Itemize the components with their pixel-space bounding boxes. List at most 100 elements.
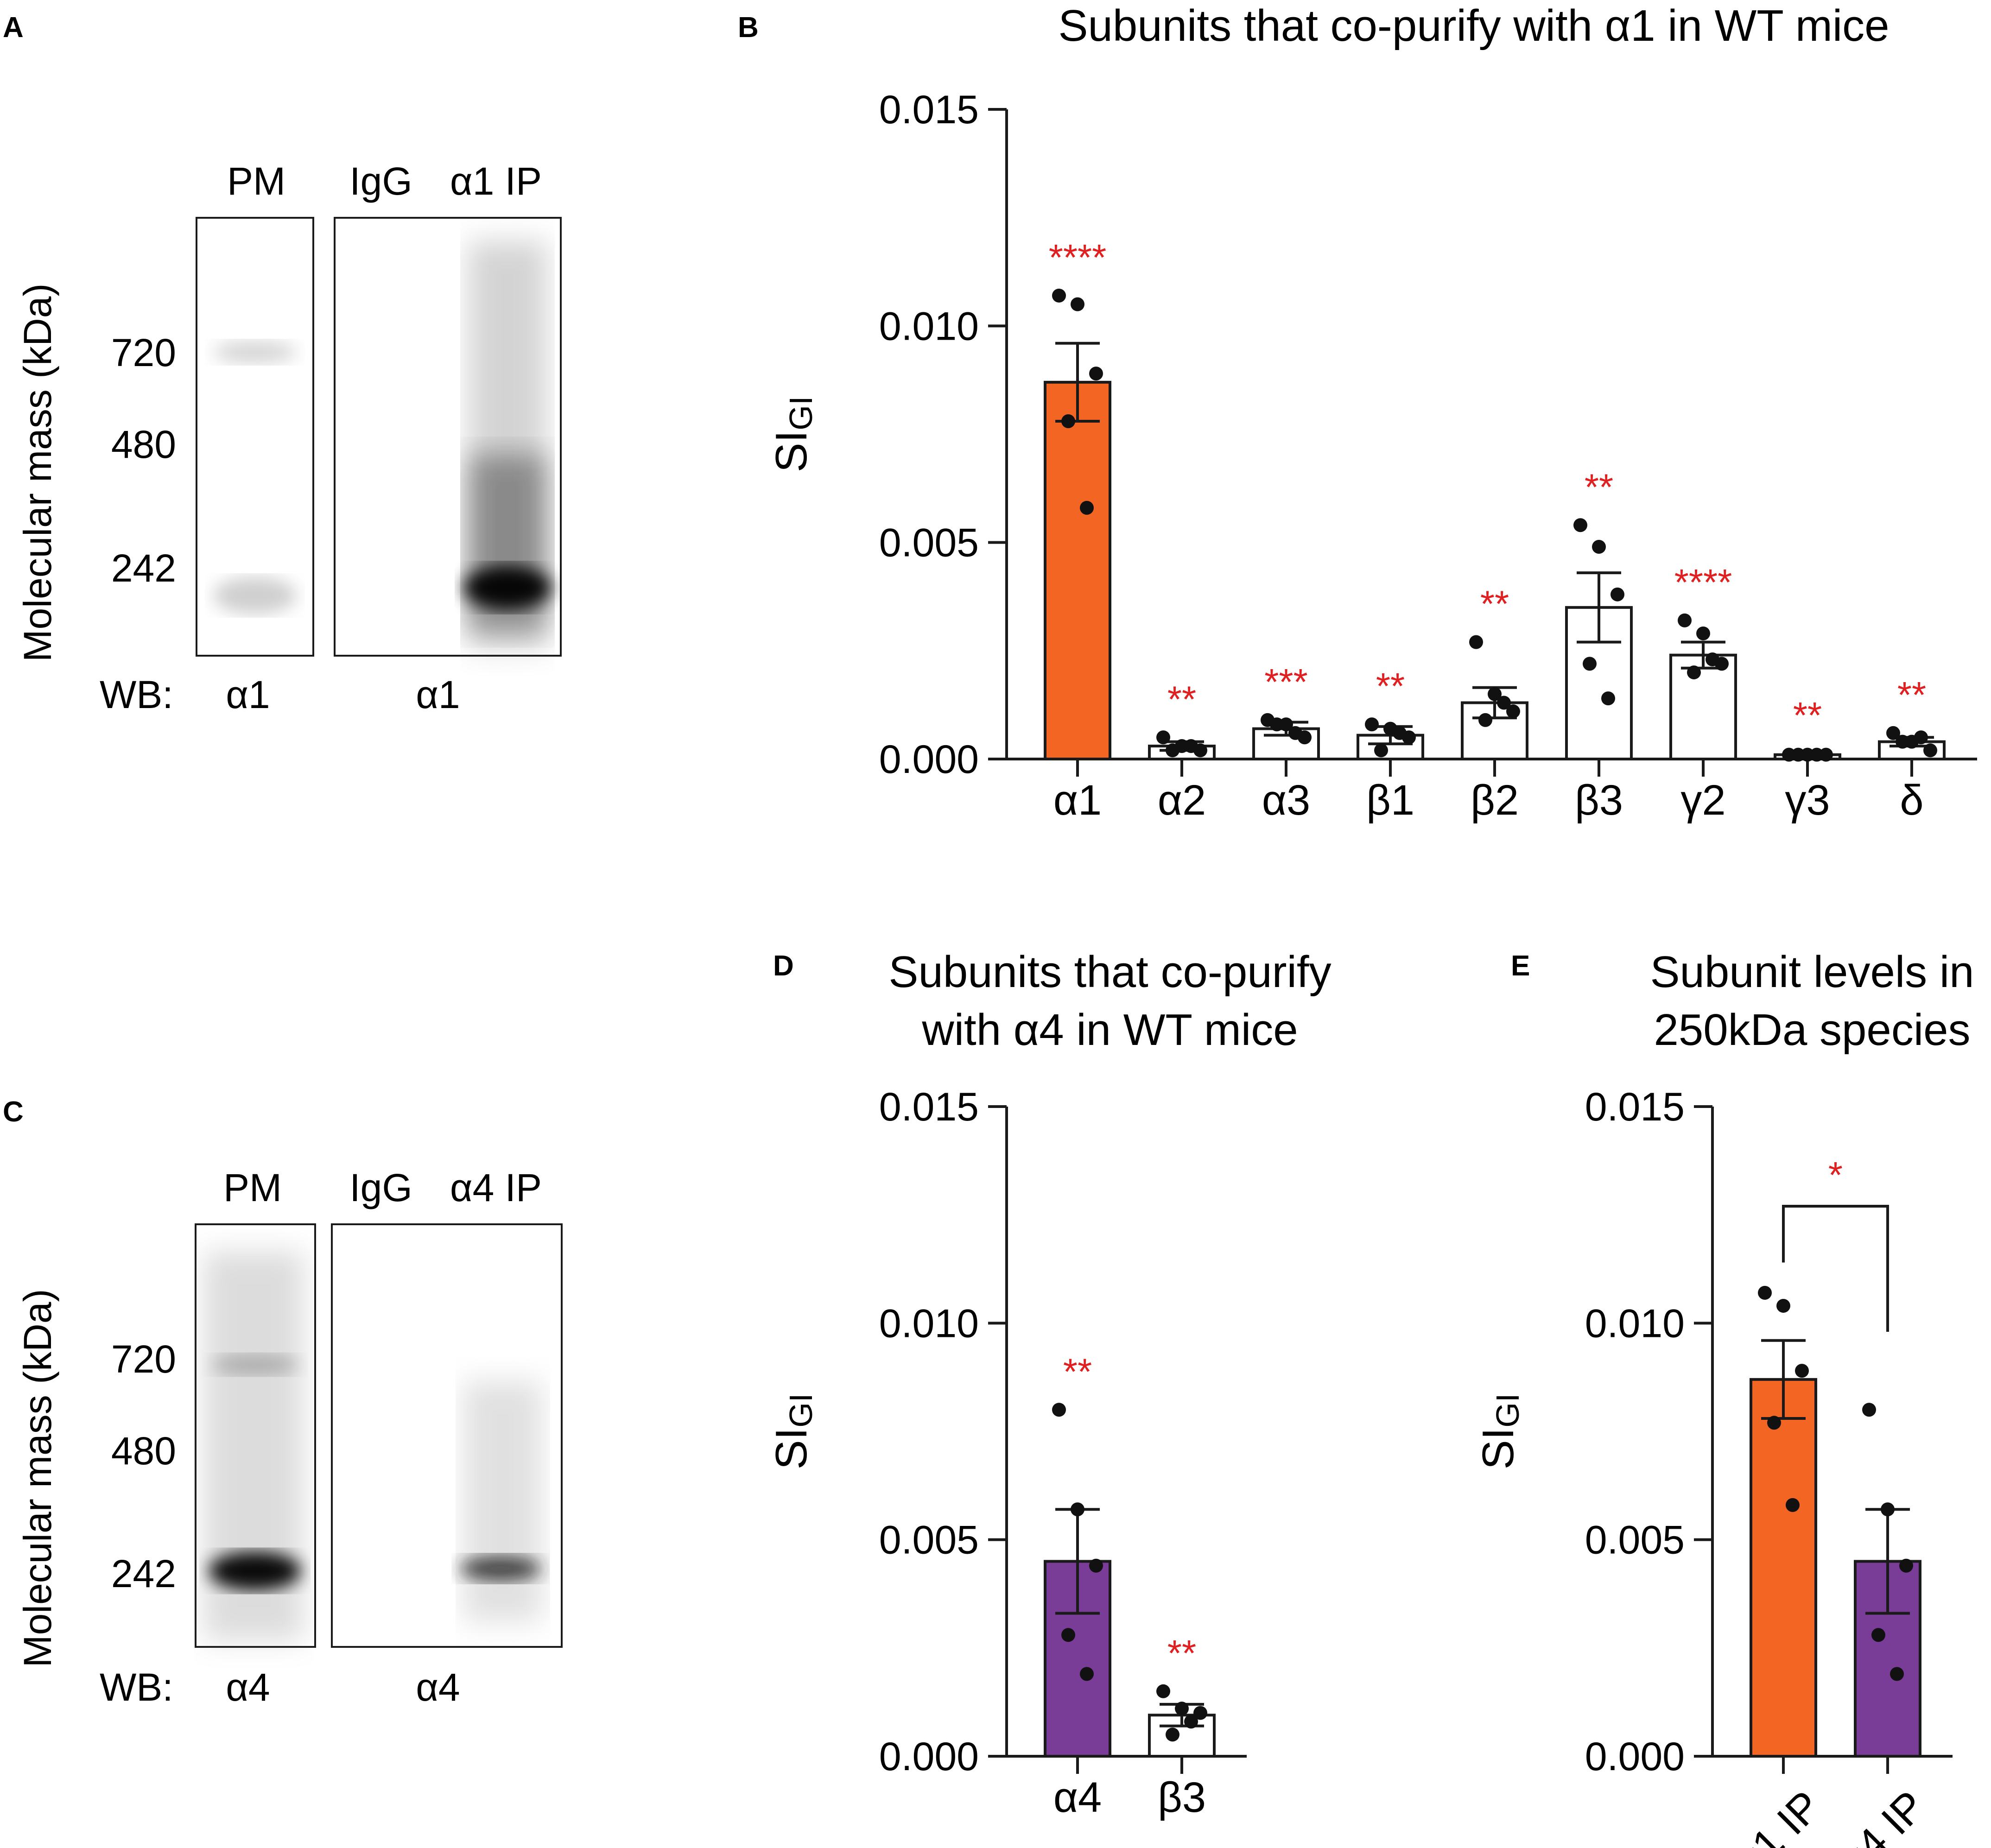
band-720 xyxy=(211,1354,299,1375)
x-tick-label: α3 xyxy=(1262,777,1310,824)
chart-title: Subunits that co-purify with α1 in WT mi… xyxy=(1058,1,1889,51)
significance-label: *** xyxy=(1264,661,1307,702)
x-tick-label: γ3 xyxy=(1785,777,1830,824)
data-point xyxy=(1166,743,1179,758)
data-point xyxy=(1601,691,1615,706)
panel-c: C PM IgG α4 IP Molecular mass (kDa) 720 … xyxy=(3,1096,563,1709)
panel-letter-d: D xyxy=(773,950,794,982)
marker-480: 480 xyxy=(111,1429,176,1473)
band-242 xyxy=(213,577,297,614)
x-tick-label: δ xyxy=(1900,777,1923,824)
data-point xyxy=(1071,297,1084,311)
data-point xyxy=(1052,288,1066,303)
data-point xyxy=(1899,1558,1913,1573)
significance-label: ** xyxy=(1897,674,1926,715)
data-point xyxy=(1061,414,1075,428)
lane-label-igg: IgG xyxy=(349,159,412,203)
panel-letter-c: C xyxy=(3,1096,24,1128)
data-point xyxy=(1497,696,1511,710)
bar xyxy=(1044,380,1111,760)
y-tick-label: 0.010 xyxy=(879,1301,979,1346)
data-point xyxy=(1080,1667,1094,1681)
data-point xyxy=(1896,734,1909,749)
chart-title: Subunits that co-purify xyxy=(888,947,1331,997)
x-tick-label: β1 xyxy=(1366,777,1414,824)
marker-480: 480 xyxy=(111,423,176,466)
data-point xyxy=(1288,726,1302,740)
data-point xyxy=(1758,1285,1772,1300)
data-point xyxy=(1611,587,1624,601)
data-point xyxy=(1469,635,1483,649)
data-point xyxy=(1890,1667,1904,1681)
data-point xyxy=(1071,1502,1084,1517)
lane-label-ip: α4 IP xyxy=(450,1166,542,1209)
panel-letter-b: B xyxy=(738,12,759,44)
panel-a: A PM IgG α1 IP Molecular mass (kDa) 720 … xyxy=(3,12,562,716)
x-tick-label: γ2 xyxy=(1680,777,1725,824)
significance-label: ** xyxy=(1793,695,1822,736)
lane-label-pm: PM xyxy=(227,159,285,203)
band-720 xyxy=(213,341,297,363)
ip-band-242 xyxy=(460,1556,541,1582)
data-point xyxy=(1810,747,1824,762)
data-point xyxy=(1871,1628,1885,1642)
band-242 xyxy=(209,1551,301,1590)
x-tick-label: β3 xyxy=(1575,777,1623,824)
x-tick-label: β3 xyxy=(1158,1774,1206,1821)
y-tick-label: 0.005 xyxy=(879,521,979,565)
marker-720: 720 xyxy=(111,331,176,374)
significance-label: **** xyxy=(1674,562,1732,603)
y-tick-label: 0.010 xyxy=(879,304,979,348)
data-point xyxy=(1923,743,1937,758)
data-point xyxy=(1488,687,1502,701)
comparison-label: * xyxy=(1828,1154,1843,1196)
data-point xyxy=(1156,1684,1170,1698)
data-point xyxy=(1270,717,1284,732)
significance-label: ** xyxy=(1480,583,1509,625)
wb-antibody-pm: α4 xyxy=(226,1665,270,1709)
bar xyxy=(1669,653,1737,761)
lane-label-igg: IgG xyxy=(349,1166,412,1209)
y-tick-label: 0.005 xyxy=(1585,1518,1685,1563)
y-axis-title: Molecular mass (kDa) xyxy=(16,1289,59,1668)
data-point xyxy=(1767,1416,1781,1430)
wb-antibody-ip: α4 xyxy=(416,1665,460,1709)
wb-antibody-pm: α1 xyxy=(226,673,270,716)
data-point xyxy=(1687,665,1701,680)
y-axis-title: SIGI xyxy=(1473,1393,1526,1470)
comparison-bracket xyxy=(1782,1204,1889,1332)
x-tick-label: β2 xyxy=(1471,777,1519,824)
marker-720: 720 xyxy=(111,1337,176,1381)
significance-label: ** xyxy=(1167,1633,1196,1674)
data-point xyxy=(1374,743,1388,758)
ip-band-242 xyxy=(463,565,552,610)
x-tick-label: α2 xyxy=(1158,777,1206,824)
panel-letter-a: A xyxy=(3,12,24,44)
y-tick-label: 0.000 xyxy=(879,1734,979,1779)
data-point xyxy=(1052,1403,1066,1417)
significance-label: **** xyxy=(1049,237,1107,278)
data-point xyxy=(1080,500,1094,515)
data-point xyxy=(1193,1706,1207,1720)
data-point xyxy=(1166,1728,1179,1742)
data-point xyxy=(1776,1298,1790,1313)
data-point xyxy=(1795,1364,1809,1378)
wb-prefix: WB: xyxy=(100,673,173,716)
data-point xyxy=(1706,652,1719,667)
significance-label: ** xyxy=(1585,466,1613,507)
x-tick-label: α1 IP xyxy=(1725,1782,1830,1848)
data-point xyxy=(1175,1702,1189,1716)
data-point xyxy=(1886,726,1900,740)
y-axis-title: SIGI xyxy=(767,396,819,473)
data-point xyxy=(1184,739,1198,753)
y-tick-label: 0.010 xyxy=(1585,1301,1685,1346)
chart-title: 250kDa species xyxy=(1654,1005,1970,1055)
data-point xyxy=(1573,518,1587,532)
y-tick-label: 0.000 xyxy=(1585,1734,1685,1779)
chart-title: with α4 in WT mice xyxy=(921,1005,1298,1055)
data-point xyxy=(1696,626,1710,640)
significance-label: ** xyxy=(1167,678,1196,720)
y-tick-label: 0.015 xyxy=(879,1085,979,1129)
data-point xyxy=(1393,726,1407,740)
